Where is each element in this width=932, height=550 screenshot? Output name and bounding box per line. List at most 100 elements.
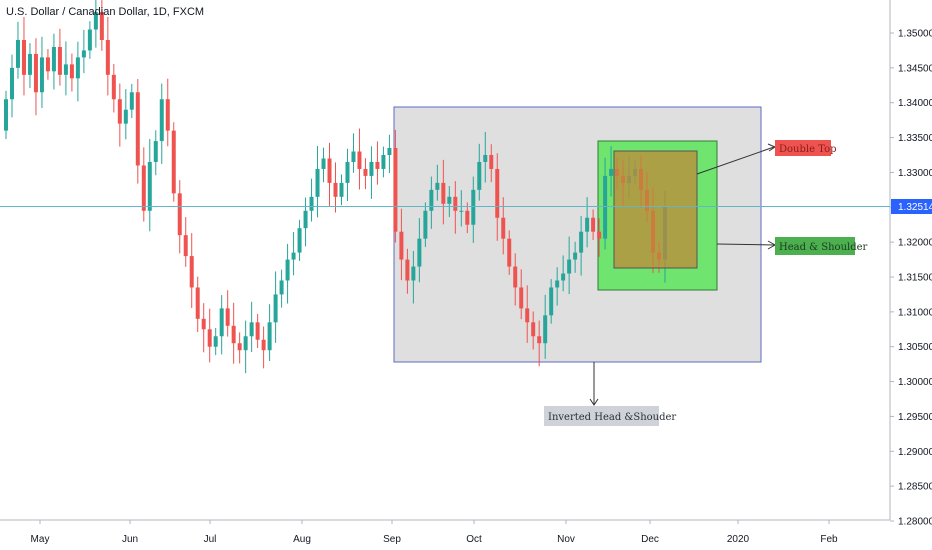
candle-down: [465, 210, 470, 225]
double-top-connector: [696, 146, 775, 175]
candle-up: [315, 168, 320, 197]
candle-down: [237, 343, 242, 351]
candle-up: [291, 252, 296, 260]
candle-up: [51, 46, 56, 72]
candle-down: [525, 308, 530, 323]
candle-down: [327, 158, 332, 183]
candle-up: [297, 228, 302, 253]
candle-down: [357, 151, 362, 169]
y-tick-label: 1.33500: [898, 133, 932, 144]
candle-up: [351, 151, 356, 162]
candle-up: [339, 182, 344, 197]
y-tick-label: 1.29500: [898, 412, 932, 423]
candle-down: [165, 99, 170, 131]
candle-down: [507, 238, 512, 267]
candle-up: [267, 322, 272, 351]
candle-down: [225, 308, 230, 326]
candle-up: [411, 266, 416, 281]
candle-up: [39, 57, 44, 93]
candle-up: [609, 168, 614, 176]
double-top-label-bg: [775, 140, 831, 156]
y-tick-label: 1.35000: [898, 29, 932, 40]
candle-up: [279, 280, 284, 295]
inverted-label-bg: [544, 406, 659, 426]
candle-up: [549, 287, 554, 316]
x-tick-label: May: [31, 534, 50, 545]
candle-up: [159, 99, 164, 142]
price-axis[interactable]: 1.35000 1.34500 1.34000 1.33500 1.33000 1.325…: [890, 29, 932, 528]
candle-down: [171, 130, 176, 194]
head-shoulder-label-bg: [775, 237, 855, 255]
x-tick-label: Sep: [383, 534, 401, 545]
candle-up: [459, 210, 464, 212]
candle-up: [369, 161, 374, 176]
candle-down: [111, 74, 116, 100]
candle-up: [153, 141, 158, 162]
candle-down: [177, 193, 182, 236]
candle-down: [597, 231, 602, 239]
candle-down: [201, 318, 206, 330]
candle-up: [567, 259, 572, 274]
x-tick-label: 2020: [727, 534, 750, 545]
x-tick-label: Nov: [557, 534, 575, 545]
y-tick-label: 1.33000: [898, 168, 932, 179]
double-top-box[interactable]: [613, 150, 698, 269]
y-tick-label: 1.34500: [898, 63, 932, 74]
y-tick-label: 1.28000: [898, 516, 932, 527]
candle-up: [249, 322, 254, 337]
candle-down: [45, 57, 50, 72]
candle-up: [471, 189, 476, 225]
candle-down: [489, 154, 494, 169]
candle-down: [69, 64, 74, 79]
y-tick-label: 1.29000: [898, 447, 932, 458]
last-price-tag: 1.32514: [898, 202, 932, 213]
candle-down: [231, 325, 236, 344]
candle-up: [585, 217, 590, 232]
candle-down: [99, 12, 104, 40]
x-tick-label: Aug: [293, 534, 311, 545]
candle-up: [345, 161, 350, 183]
candle-up: [579, 231, 584, 253]
time-axis[interactable]: May Jun Jul Aug Sep Oct Nov Dec 2020 Feb: [31, 520, 839, 545]
candle-up: [603, 175, 608, 239]
candle-up: [93, 12, 98, 30]
candle-up: [219, 308, 224, 337]
candle-down: [33, 53, 38, 93]
candle-down: [405, 259, 410, 281]
candle-down: [441, 182, 446, 204]
inverted-connector-arrow: [589, 398, 599, 406]
y-tick-label: 1.32000: [898, 238, 932, 249]
candle-up: [483, 154, 488, 162]
candle-down: [189, 256, 194, 288]
candle-down: [375, 161, 380, 169]
candle-up: [429, 189, 434, 211]
y-tick-label: 1.34000: [898, 98, 932, 109]
candle-up: [87, 29, 92, 51]
y-tick-label: 1.31000: [898, 307, 932, 318]
candle-down: [519, 287, 524, 309]
candle-down: [537, 336, 542, 344]
candle-up: [447, 196, 452, 204]
candle-down: [501, 217, 506, 239]
candle-up: [129, 92, 134, 110]
candle-up: [561, 273, 566, 281]
candle-down: [453, 196, 458, 211]
candle-up: [9, 67, 14, 100]
candle-up: [555, 280, 560, 288]
candle-down: [333, 182, 338, 197]
x-tick-label: Dec: [641, 534, 659, 545]
candle-down: [531, 322, 536, 337]
candle-up: [423, 210, 428, 239]
candle-up: [303, 210, 308, 229]
candle-down: [141, 165, 146, 211]
last-price-tag-bg: [891, 199, 932, 214]
candle-down: [195, 287, 200, 319]
candle-up: [213, 336, 218, 347]
candle-up: [417, 238, 422, 267]
candle-up: [381, 154, 386, 169]
candle-up: [285, 259, 290, 281]
candle-down: [495, 168, 500, 218]
candle-down: [207, 329, 212, 347]
candle-up: [321, 158, 326, 169]
